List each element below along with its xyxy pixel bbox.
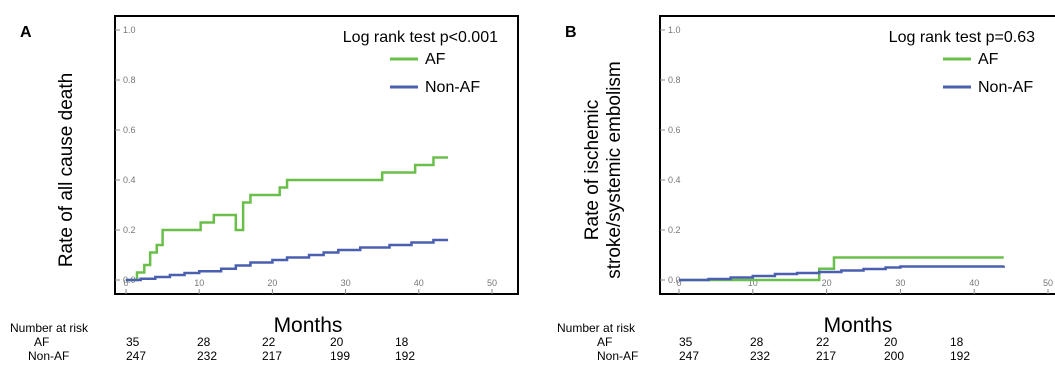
panel-a-y-axis-label: Rate of all cause death xyxy=(56,73,77,267)
panel-a-risk-value: 247 xyxy=(126,349,146,363)
panel-b-risk-row-label: Non-AF xyxy=(597,349,638,363)
panel-b-x-tick-label: 30 xyxy=(895,278,905,288)
panel-a-x-tick-label: 10 xyxy=(194,278,204,288)
panel-b-x-tick-label: 0 xyxy=(676,278,681,288)
panel-a-y-tick-label: 0.4 xyxy=(123,175,136,185)
panel-a-risk-value: 22 xyxy=(262,335,276,349)
panel-b-y-axis-label-line: stroke/systemic embolism xyxy=(604,61,625,279)
panel-b-y-tick-label: 0.0 xyxy=(668,275,681,285)
panel-b-x-tick-label: 50 xyxy=(1043,278,1053,288)
panel-a-y-tick-label: 0.2 xyxy=(123,225,136,235)
panel-a-risk-value: 217 xyxy=(262,349,282,363)
panel-a-risk-value: 20 xyxy=(330,335,344,349)
panel-b-risk-value: 232 xyxy=(750,349,770,363)
panel-a-legend-label-non-af: Non-AF xyxy=(425,79,480,96)
panel-a-x-tick-label: 50 xyxy=(487,278,497,288)
panel-a-plot-frame xyxy=(114,15,519,295)
panel-a-y-tick-label: 0.8 xyxy=(123,75,136,85)
panel-b-risk-row-label: AF xyxy=(597,335,612,349)
panel-a-risk-row-label: Non-AF xyxy=(28,349,69,363)
panel-b-risk-value: 20 xyxy=(884,335,898,349)
panel-b-x-tick-label: 20 xyxy=(822,278,832,288)
panel-b-y-tick-label: 1.0 xyxy=(668,25,681,35)
panel-a-x-tick-label: 30 xyxy=(341,278,351,288)
panel-a-x-axis-label: Months xyxy=(274,314,343,337)
panel-b-risk-value: 22 xyxy=(816,335,830,349)
panel-b-y-tick-label: 0.4 xyxy=(668,175,681,185)
panel-b-legend-title: Log rank test p=0.63 xyxy=(889,29,1035,46)
panel-b-letter: B xyxy=(565,24,577,41)
panel-b-x-axis-label: Months xyxy=(824,314,893,337)
panel-a-x-tick-label: 40 xyxy=(414,278,424,288)
panel-a-risk-value: 199 xyxy=(330,349,350,363)
panel-a-letter: A xyxy=(20,24,32,41)
panel-b-risk-value: 217 xyxy=(816,349,836,363)
panel-b-risk-value: 35 xyxy=(679,335,693,349)
panel-a-series-non-af-line xyxy=(126,238,449,282)
panel-a-risk-row-label: AF xyxy=(34,335,49,349)
panel-a-legend-label-af: AF xyxy=(425,51,446,68)
panel-a-risk-value: 35 xyxy=(126,335,140,349)
panel-b-x-tick-label: 10 xyxy=(748,278,758,288)
panel-b-plot-frame xyxy=(659,15,1055,295)
panel-a-series-af-line xyxy=(126,156,449,282)
panel-b-risk-value: 192 xyxy=(950,349,970,363)
panel-a-x-tick-label: 20 xyxy=(267,278,277,288)
panel-b-y-tick-label: 0.8 xyxy=(668,75,681,85)
panel-a-y-tick-label: 0.6 xyxy=(123,125,136,135)
panel-a-risk-value: 18 xyxy=(395,335,409,349)
panel-a-risk-table-title: Number at risk xyxy=(10,321,89,335)
panel-b-risk-table-title: Number at risk xyxy=(557,321,636,335)
panel-b-risk-value: 200 xyxy=(884,349,904,363)
panel-a-risk-value: 232 xyxy=(197,349,217,363)
panel-a-risk-value: 28 xyxy=(197,335,211,349)
panel-b-legend-label-af: AF xyxy=(978,51,999,68)
panel-b-y-axis-label-line: Rate of ischemic xyxy=(582,100,603,240)
panel-b-x-tick-label: 40 xyxy=(969,278,979,288)
panel-b-series-non-af-line xyxy=(679,265,1005,282)
panel-a-y-tick-label: 1.0 xyxy=(123,25,136,35)
panel-a-risk-value: 192 xyxy=(395,349,415,363)
panel-b-y-tick-label: 0.2 xyxy=(668,225,681,235)
panel-b-series-af-line xyxy=(679,256,1004,282)
panel-b-risk-value: 247 xyxy=(679,349,699,363)
panel-a-x-tick-label: 0 xyxy=(123,278,128,288)
panel-b-risk-value: 18 xyxy=(950,335,964,349)
panel-b-y-tick-label: 0.6 xyxy=(668,125,681,135)
panel-b-legend-label-non-af: Non-AF xyxy=(978,79,1033,96)
panel-b-risk-value: 28 xyxy=(750,335,764,349)
panel-a-legend-title: Log rank test p<0.001 xyxy=(343,29,498,46)
